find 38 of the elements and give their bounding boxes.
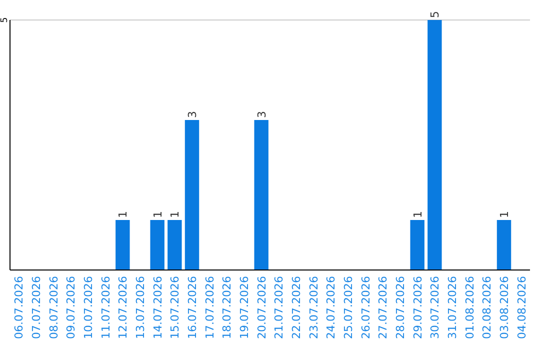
x-tick-label: 08.07.2026 [47,276,60,339]
x-tick-label: 01.08.2026 [463,276,476,339]
x-tick-label: 11.07.2026 [99,276,112,339]
x-tick-label: 28.07.2026 [394,276,407,339]
data-label: 1 [151,211,164,218]
x-tick-label: 06.07.2026 [12,276,26,339]
x-tick-label: 17.07.2026 [203,276,216,339]
x-tick-label: 22.07.2026 [290,276,303,339]
x-tick-label: 02.08.2026 [480,276,494,339]
x-tick-label: 21.07.2026 [272,276,286,339]
x-tick-label: 23.07.2026 [307,276,320,339]
data-label: 3 [186,111,199,118]
x-tick-label: 29.07.2026 [411,276,424,339]
data-label: 1 [116,211,130,218]
x-tick-label: 15.07.2026 [168,276,182,339]
x-tick-label: 18.07.2026 [220,276,234,339]
x-tick-label: 27.07.2026 [376,276,390,339]
x-tick-label: 13.07.2026 [134,276,147,339]
x-tick-label: 31.07.2026 [446,276,459,339]
data-label: 5 [428,11,442,18]
x-tick-label: 12.07.2026 [116,276,130,339]
x-tick-label: 16.07.2026 [186,276,199,339]
x-tick-label: 09.07.2026 [64,276,78,339]
x-tick-label: 19.07.2026 [238,276,251,339]
x-tick-label: 24.07.2026 [324,276,338,339]
x-tick-label: 04.08.2026 [515,276,528,339]
data-label: 1 [168,211,182,218]
x-tick-label: 30.07.2026 [428,276,442,339]
x-tick-label: 07.07.2026 [30,276,43,339]
x-tick-label: 20.07.2026 [255,276,268,339]
x-tick-label: 03.08.2026 [498,276,511,339]
x-tick-label: 25.07.2026 [342,276,355,339]
x-tick-label: 14.07.2026 [151,276,164,339]
data-label: 1 [498,211,511,218]
data-label: 1 [411,211,424,218]
x-tick-label: 10.07.2026 [82,276,95,339]
x-tick-label: 26.07.2026 [359,276,372,339]
data-label: 3 [255,111,268,118]
